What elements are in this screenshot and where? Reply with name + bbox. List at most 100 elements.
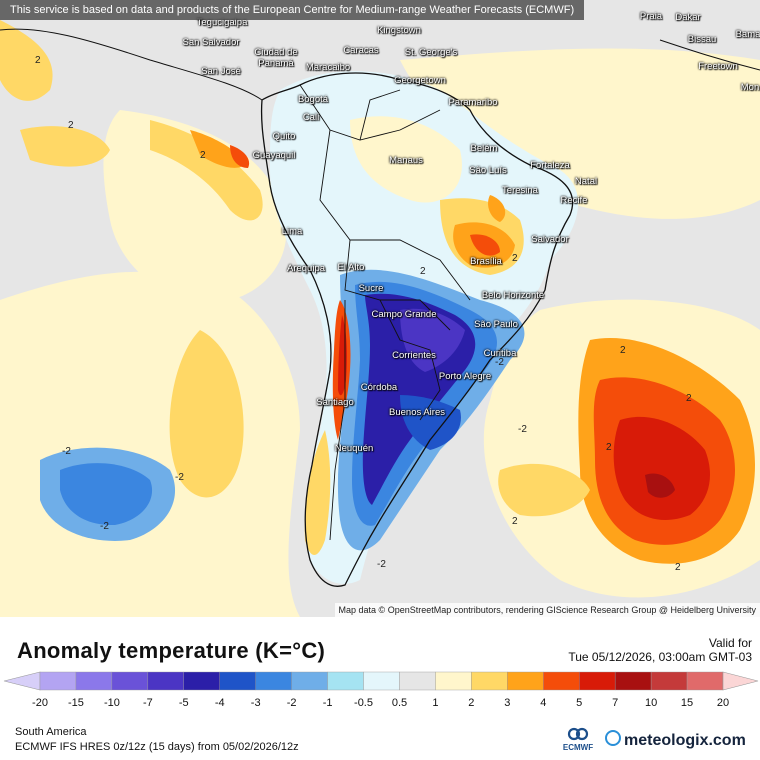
ecmwf-logo: ECMWF (560, 727, 596, 755)
scale-cell (435, 671, 472, 691)
map-panel[interactable]: This service is based on data and produc… (0, 0, 760, 617)
contour-label: -2 (62, 446, 71, 457)
city-label: Arequipa (286, 263, 326, 274)
city-label: Bama (735, 29, 760, 40)
scale-cell (39, 671, 77, 691)
city-label: Quito (272, 131, 296, 142)
city-label: Kingstown (377, 25, 421, 36)
scale-tick-label: 7 (612, 697, 619, 709)
contour-label: -2 (518, 424, 527, 435)
scale-tick-label: -5 (178, 697, 189, 709)
city-label: Tegucigalpa (196, 17, 248, 28)
city-label: Manaus (389, 155, 423, 166)
city-label: Belém (470, 143, 498, 154)
contour-label: -2 (377, 559, 386, 570)
ecmwf-logo-icon (567, 727, 589, 741)
city-label: São Paulo (474, 319, 518, 330)
brand-icon (605, 730, 621, 746)
scale-cell (399, 671, 436, 691)
scale-cell (111, 671, 149, 691)
city-label: São Luís (469, 165, 507, 176)
city-label: Cali (302, 112, 320, 123)
city-label: Córdoba (360, 382, 398, 393)
contour-label: -2 (495, 357, 504, 368)
scale-tick-label: -0.5 (354, 697, 373, 709)
contour-label: 2 (620, 345, 626, 356)
city-label: St. George's (404, 47, 458, 58)
scale-tick-label: 3 (504, 697, 511, 709)
scale-cell (291, 671, 328, 691)
map-attribution: Map data © OpenStreetMap contributors, r… (334, 603, 760, 617)
city-label: Santiago (316, 397, 354, 408)
contour-label: 2 (512, 516, 518, 527)
scale-tick-label: -2 (286, 697, 297, 709)
ecmwf-logo-text: ECMWF (562, 743, 594, 752)
scale-tick-label: 1 (432, 697, 439, 709)
scale-cell (327, 671, 364, 691)
scale-tick-label: -4 (214, 697, 225, 709)
city-label: Neuquén (334, 443, 374, 454)
contour-label: 2 (606, 442, 612, 453)
contour-label: 2 (200, 150, 206, 161)
scale-cell (471, 671, 508, 691)
scale-cell (686, 671, 724, 691)
city-label: Curitiba (483, 348, 517, 359)
scale-cell (363, 671, 400, 691)
valid-date: Tue 05/12/2026, 03:00am GMT-03 (568, 650, 752, 664)
city-label: El Alto (337, 262, 365, 273)
city-label: Porto Alegre (438, 371, 492, 382)
color-scale-bar (3, 671, 759, 691)
brand-text: meteologix.com (624, 732, 746, 749)
city-label: Georgetown (394, 75, 446, 86)
city-label: Natal (574, 176, 598, 187)
city-label: Caracas (343, 45, 379, 56)
scale-cell (75, 671, 113, 691)
scale-tick-label: -7 (142, 697, 153, 709)
city-label: Paramaribo (448, 97, 498, 108)
city-label: Buenos Aires (389, 407, 445, 418)
valid-label: Valid for (708, 636, 752, 650)
scale-cell (507, 671, 544, 691)
scale-cell (183, 671, 220, 691)
city-label: Campo Grande (371, 309, 437, 320)
city-label: Dakar (675, 12, 701, 23)
city-label: Teresina (502, 185, 538, 196)
scale-tick-label: 10 (644, 697, 658, 709)
scale-cell (219, 671, 256, 691)
city-label: San José (201, 66, 241, 77)
city-label: Lima (281, 226, 303, 237)
scale-tick-label: -1 (322, 697, 333, 709)
city-label: Guayaquil (252, 150, 296, 161)
scale-tick-label: 2 (468, 697, 475, 709)
city-label: Freetown (698, 61, 738, 72)
contour-label: 2 (35, 55, 41, 66)
contour-label: -2 (175, 472, 184, 483)
model-info: ECMWF IFS HRES 0z/12z (15 days) from 05/… (15, 741, 299, 753)
city-label: Bogotá (297, 94, 329, 105)
city-label: Mon (740, 82, 760, 93)
region-label: South America (15, 726, 87, 738)
city-label: Ciudad de Panamá (254, 47, 298, 69)
scale-ticks: -20 -15 -10 -7 -5 -4 -3 -2 -1 -0.5 0.5 1 2 3 4 5 7 10 15 20 (0, 697, 760, 711)
anomaly-field (0, 20, 760, 617)
city-label: Maracaibo (305, 62, 351, 73)
scale-tick-label: 5 (576, 697, 583, 709)
city-label: Salvador (531, 234, 569, 245)
city-label: Brasília (470, 256, 502, 267)
scale-cell (579, 671, 616, 691)
scale-cell (543, 671, 580, 691)
contour-label: 2 (420, 266, 426, 277)
scale-tick-label: 0.5 (391, 697, 408, 709)
scale-tick-label: 15 (680, 697, 694, 709)
disclaimer-banner: This service is based on data and produc… (0, 0, 585, 20)
city-label: Belo Horizonte (481, 290, 545, 301)
contour-label: 2 (512, 253, 518, 264)
scale-cell (255, 671, 292, 691)
scale-tick-label: 4 (540, 697, 547, 709)
contour-label: 2 (68, 120, 74, 131)
contour-label: 2 (686, 393, 692, 404)
brand-link[interactable]: meteologix.com (605, 730, 746, 750)
city-label: Praia (639, 11, 663, 22)
city-label: San Salvador (182, 37, 240, 48)
scale-tick-label: -10 (103, 697, 120, 709)
